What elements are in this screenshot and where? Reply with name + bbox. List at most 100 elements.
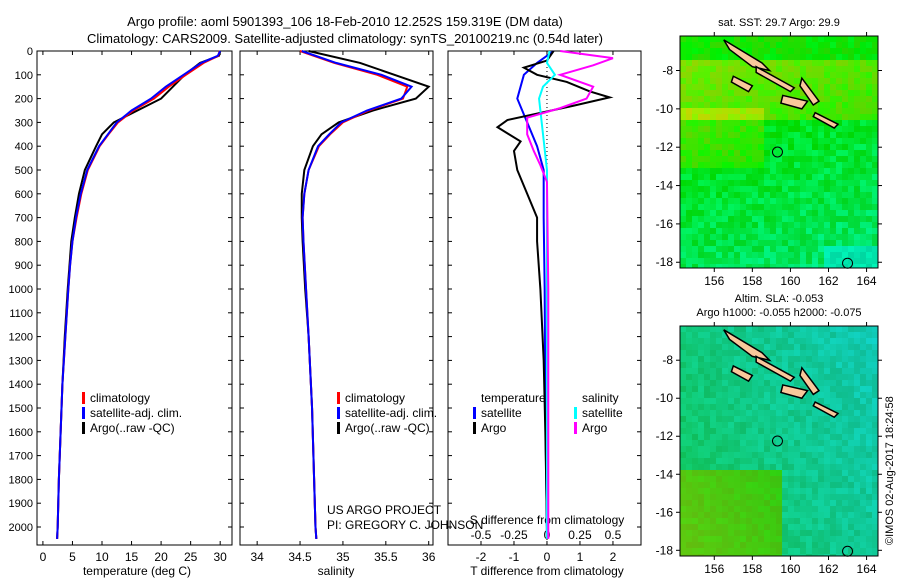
temp-legend-swatch bbox=[82, 407, 85, 419]
tdiff-legend-swatch bbox=[473, 407, 476, 419]
sal-tick-label: 36 bbox=[422, 550, 436, 564]
depth-tick-label: 600 bbox=[15, 189, 33, 201]
depth-tick-label: 300 bbox=[15, 117, 33, 129]
depth-tick-label: 100 bbox=[15, 70, 33, 82]
tdiff-legend-label: Argo bbox=[481, 421, 507, 435]
island-landmass bbox=[779, 94, 809, 110]
sal-legend-swatch bbox=[337, 422, 340, 434]
sdiff-tick-label: -0.25 bbox=[500, 528, 528, 542]
lon-tick-label: 164 bbox=[857, 274, 877, 288]
depth-tick-label: 500 bbox=[15, 165, 33, 177]
sdiff-legend-swatch bbox=[574, 422, 577, 434]
temp-tick-label: 0 bbox=[40, 550, 47, 564]
sdiff-tick-label: 0.5 bbox=[605, 528, 622, 542]
temp-xlabel: temperature (deg C) bbox=[83, 564, 191, 578]
tdiff-tick-label: -2 bbox=[476, 550, 487, 564]
lat-tick-label: -18 bbox=[656, 255, 674, 269]
temp-legend-label: satellite-adj. clim. bbox=[90, 406, 182, 420]
lat-tick-label: -16 bbox=[656, 505, 674, 519]
tdiff-legend-swatch bbox=[473, 422, 476, 434]
project-label: US ARGO PROJECT bbox=[327, 503, 442, 517]
sst-map-title: sat. SST: 29.7 Argo: 29.9 bbox=[718, 17, 840, 29]
lat-tick-label: -12 bbox=[656, 140, 674, 154]
depth-tick-label: 400 bbox=[15, 141, 33, 153]
depth-tick-label: 1800 bbox=[9, 474, 33, 486]
lat-tick-label: -18 bbox=[656, 543, 674, 557]
lat-tick-label: -14 bbox=[656, 179, 674, 193]
temp-tick-label: 30 bbox=[214, 550, 228, 564]
sst-color-grid bbox=[680, 36, 878, 268]
temp-legend-swatch bbox=[82, 422, 85, 434]
depth-tick-label: 1000 bbox=[9, 284, 33, 296]
lon-tick-label: 162 bbox=[818, 274, 838, 288]
diff-line-3 bbox=[526, 50, 614, 539]
sdiff-tick-label: -0.5 bbox=[471, 528, 492, 542]
lon-tick-label: 164 bbox=[857, 562, 877, 576]
lon-tick-label: 156 bbox=[704, 274, 724, 288]
tdiff-tick-label: 0 bbox=[544, 550, 551, 564]
depth-tick-label: 1400 bbox=[9, 379, 33, 391]
island-landmass bbox=[799, 76, 821, 107]
sal-tick-label: 35.5 bbox=[374, 550, 398, 564]
sla-map-title: Altim. SLA: -0.053 bbox=[735, 293, 824, 305]
legend-salinity-title: salinity bbox=[582, 391, 619, 405]
tdiff-tick-label: 1 bbox=[577, 550, 584, 564]
lon-tick-label: 160 bbox=[780, 274, 800, 288]
lat-tick-label: -10 bbox=[656, 102, 674, 116]
depth-tick-label: 0 bbox=[27, 46, 33, 58]
tdiff-legend-label: satellite bbox=[481, 406, 522, 420]
depth-tick-label: 700 bbox=[15, 213, 33, 225]
lat-tick-label: -12 bbox=[656, 429, 674, 443]
depth-tick-label: 1500 bbox=[9, 403, 33, 415]
sdiff-legend-label: Argo bbox=[582, 421, 608, 435]
island-landmass bbox=[779, 384, 809, 400]
temp-tick-label: 5 bbox=[69, 550, 76, 564]
sal-line-1 bbox=[301, 50, 414, 539]
title-line-1: Argo profile: aoml 5901393_106 18-Feb-20… bbox=[127, 14, 563, 29]
tdiff-xlabel: T difference from climatology bbox=[470, 564, 624, 578]
title-line-2: Climatology: CARS2009. Satellite-adjuste… bbox=[87, 31, 603, 46]
temp-line-1 bbox=[56, 50, 222, 539]
sla-color-grid bbox=[680, 326, 878, 556]
lat-tick-label: -14 bbox=[656, 467, 674, 481]
sal-line-2 bbox=[300, 50, 431, 539]
temp-legend-label: climatology bbox=[90, 391, 150, 405]
salinity-panel-frame bbox=[239, 50, 434, 546]
sal-line-0 bbox=[299, 50, 409, 539]
lon-tick-label: 156 bbox=[704, 562, 724, 576]
temp-legend-swatch bbox=[82, 392, 85, 404]
lat-tick-label: -8 bbox=[662, 64, 673, 78]
island-landmass bbox=[755, 355, 796, 383]
lat-tick-label: -10 bbox=[656, 391, 674, 405]
tdiff-tick-label: -1 bbox=[509, 550, 520, 564]
depth-tick-label: 800 bbox=[15, 236, 33, 248]
depth-tick-label: 1100 bbox=[9, 308, 33, 320]
sal-legend-label: climatology bbox=[345, 391, 405, 405]
temp-line-0 bbox=[56, 50, 221, 539]
depth-tick-label: 1200 bbox=[9, 332, 33, 344]
temp-legend-label: Argo(..raw -QC) bbox=[90, 421, 175, 435]
temp-tick-label: 15 bbox=[125, 550, 139, 564]
sdiff-legend-label: satellite bbox=[582, 406, 623, 420]
lon-tick-label: 158 bbox=[742, 562, 762, 576]
temp-line-2 bbox=[56, 50, 222, 539]
pi-label: PI: GREGORY C. JOHNSON bbox=[327, 518, 483, 532]
sal-xlabel: salinity bbox=[318, 564, 355, 578]
argo-float-marker bbox=[771, 146, 783, 158]
depth-tick-label: 2000 bbox=[9, 522, 33, 534]
depth-tick-label: 1300 bbox=[9, 355, 33, 367]
difference-panel-frame bbox=[447, 50, 642, 546]
credit-timestamp: ©IMOS 02-Aug-2017 18:24:58 bbox=[884, 396, 896, 545]
depth-tick-label: 200 bbox=[15, 94, 33, 106]
temperature-panel-frame bbox=[36, 50, 233, 546]
sla-map-subtitle: Argo h1000: -0.055 h2000: -0.075 bbox=[696, 307, 861, 319]
sdiff-tick-label: 0.25 bbox=[568, 528, 592, 542]
lon-tick-label: 158 bbox=[742, 274, 762, 288]
sal-legend-label: Argo(..raw -QC) bbox=[345, 421, 430, 435]
lon-tick-label: 160 bbox=[780, 562, 800, 576]
tdiff-tick-label: 2 bbox=[610, 550, 617, 564]
argo-float-marker bbox=[771, 435, 783, 447]
island-landmass bbox=[812, 111, 840, 129]
island-landmass bbox=[799, 366, 821, 396]
